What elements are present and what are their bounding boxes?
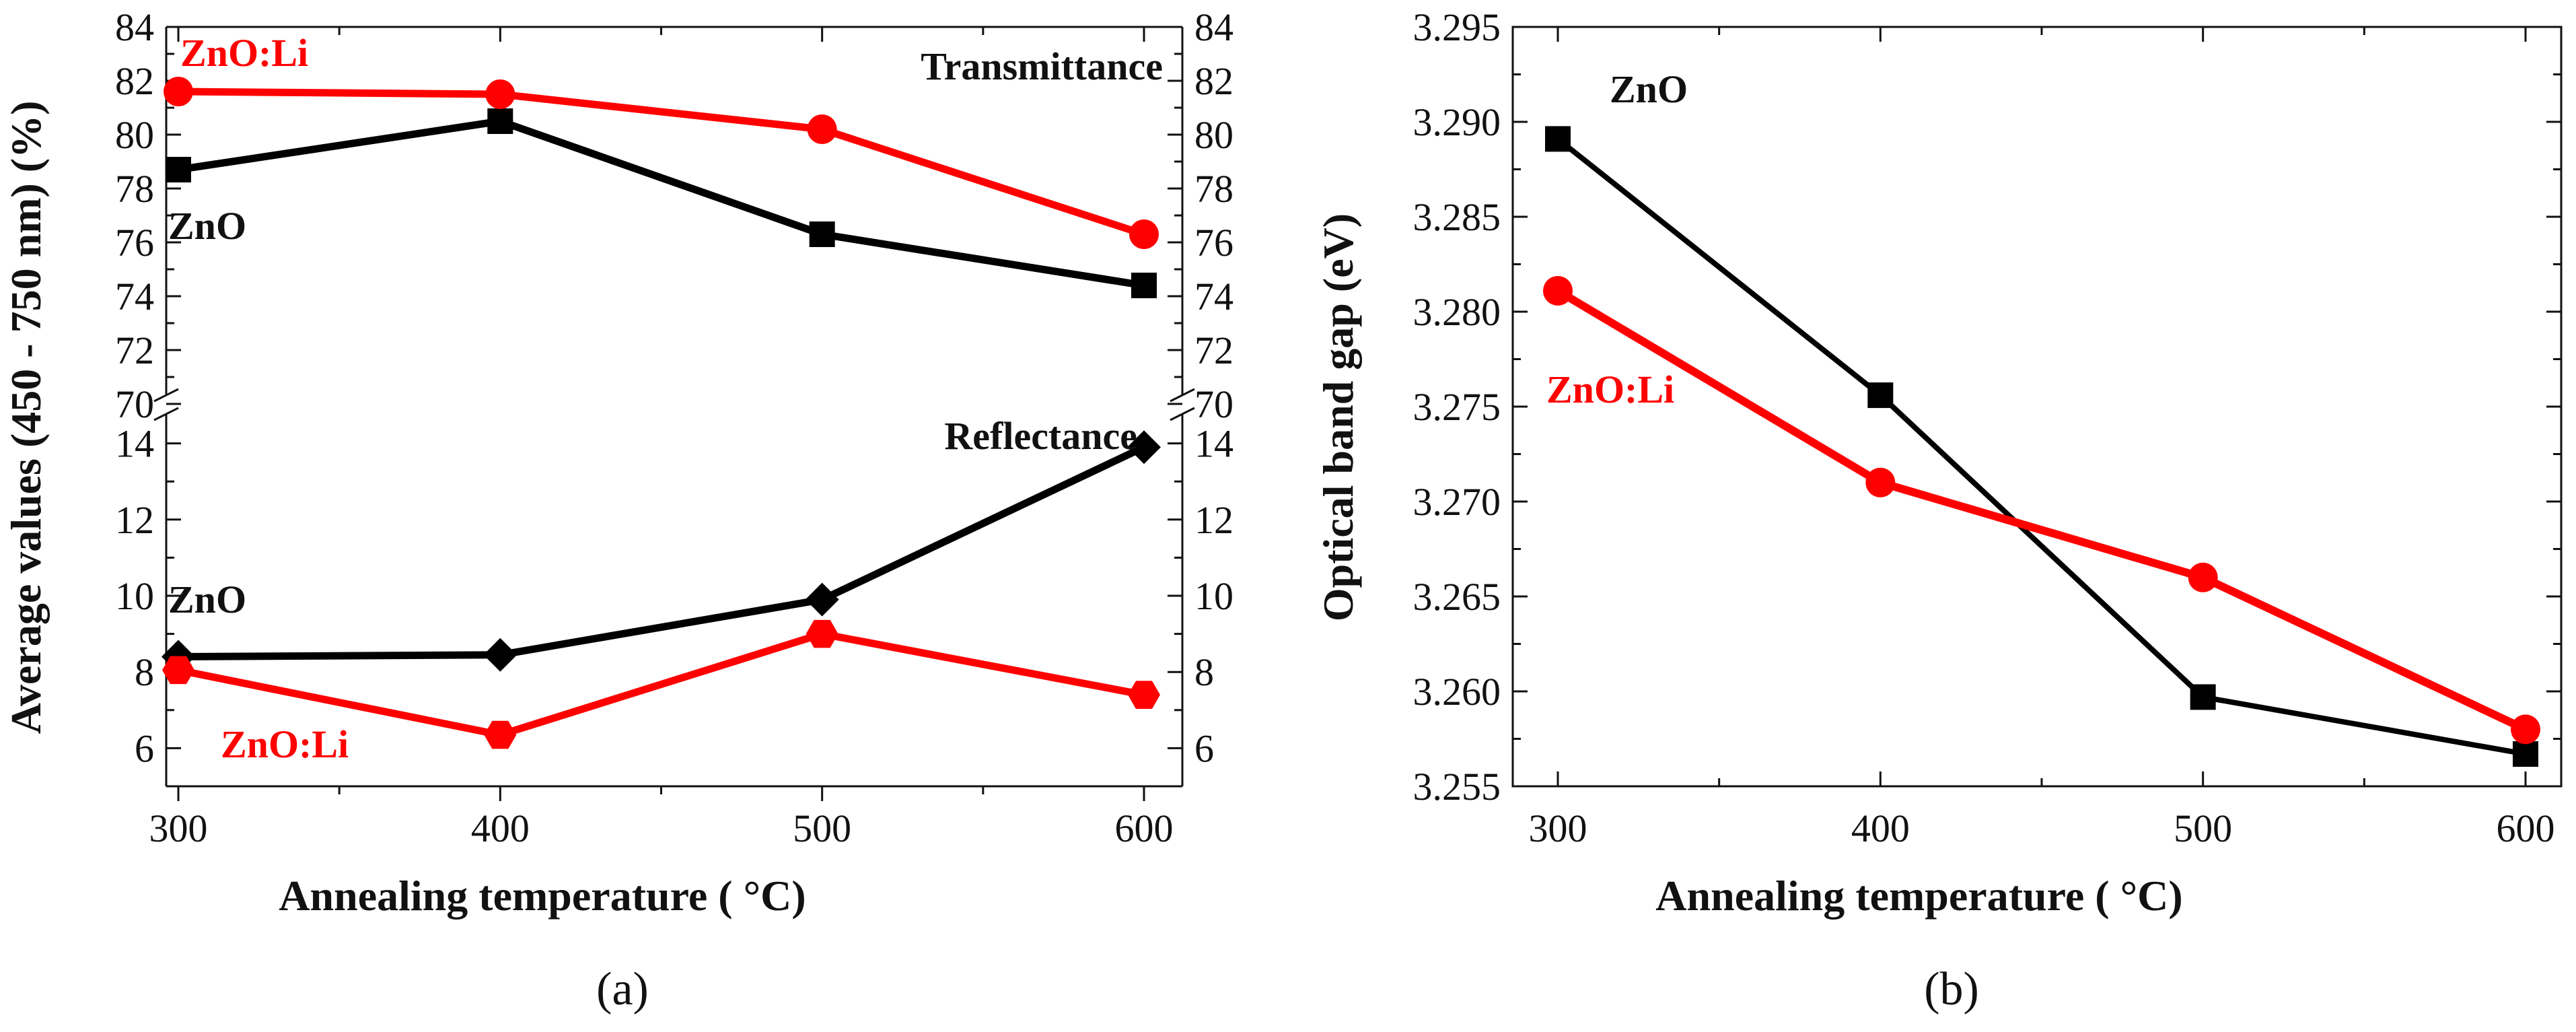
y-tick-label-left: 70 xyxy=(115,382,154,426)
panel-a-x-axis-title: Annealing temperature ( °C) xyxy=(279,872,806,920)
panel-a-chart: 70 70 72 72 74 74 76 76 78 78 80 80 82 82 84 84 6 6 8 8 10 10… xyxy=(2,5,1233,1015)
bandgap-zno-point xyxy=(1867,382,1894,409)
reflectance-label: Reflectance xyxy=(944,414,1137,458)
x-tick-label: 600 xyxy=(1115,806,1174,850)
y-tick-label-left: 74 xyxy=(115,275,154,318)
axis-break-mark xyxy=(153,407,179,421)
y-tick-label: 3.260 xyxy=(1413,670,1501,714)
panel-b-chart: 3.255 3.260 3.265 3.270 3.275 3.280 3.285 3.290… xyxy=(1314,5,2563,1015)
panel-a-y-axis-title: Average values (450 - 750 nm) (%) xyxy=(2,101,50,734)
bandgap-zno-label: ZnO xyxy=(1610,67,1688,111)
transmittance-label: Transmittance xyxy=(921,44,1163,88)
y-tick-label-left: 78 xyxy=(115,167,154,211)
reflectance-zno-line xyxy=(178,444,1146,661)
reflectance-zno-point xyxy=(1127,430,1161,465)
y-tick-label: 3.270 xyxy=(1413,480,1501,524)
bandgap-zno-point xyxy=(1545,126,1571,152)
y-tick-label-left: 76 xyxy=(115,221,154,265)
panel-b-x-axis-title: Annealing temperature ( °C) xyxy=(1655,872,2182,920)
transmittance-znoli-line xyxy=(178,88,1145,238)
transmittance-zno-point xyxy=(166,157,191,182)
panel-b-caption: (b) xyxy=(1924,963,1979,1015)
bandgap-zno-point xyxy=(2513,741,2538,767)
y-tick-label: 3.275 xyxy=(1413,385,1501,429)
reflectance-znoli-line xyxy=(177,630,1145,739)
transmittance-zno-line xyxy=(178,117,1145,289)
bandgap-znoli-point xyxy=(1543,275,1573,306)
reflectance-znoli-label: ZnO:Li xyxy=(221,722,349,766)
y-tick-label-right: 14 xyxy=(1194,422,1233,466)
transmittance-zno-point xyxy=(1131,273,1157,298)
panel-b-y-axis-title: Optical band gap (eV) xyxy=(1314,213,1362,621)
reflectance-znoli-point xyxy=(1128,681,1160,709)
x-tick-label: 300 xyxy=(1529,806,1587,850)
transmittance-znoli-point xyxy=(807,114,837,144)
x-tick-label: 600 xyxy=(2497,806,2555,850)
transmittance-zno-point xyxy=(487,108,513,134)
panel-a-caption: (a) xyxy=(596,963,649,1015)
bandgap-znoli-label: ZnO:Li xyxy=(1546,368,1674,411)
y-tick-label-left: 6 xyxy=(135,726,154,770)
y-tick-label-left: 8 xyxy=(135,650,154,694)
y-tick-label-right: 76 xyxy=(1194,221,1233,265)
y-tick-label-left: 12 xyxy=(115,498,154,542)
y-tick-label: 3.280 xyxy=(1413,290,1501,334)
reflectance-znoli-point xyxy=(484,720,517,749)
axis-break-mark xyxy=(153,388,179,403)
y-tick-label-right: 72 xyxy=(1194,329,1233,372)
y-tick-label-left: 14 xyxy=(115,422,154,466)
bandgap-zno-line xyxy=(1556,137,2526,757)
y-tick-label-right: 8 xyxy=(1194,650,1214,694)
y-tick-label-right: 10 xyxy=(1194,574,1233,618)
y-tick-label-left: 82 xyxy=(115,59,154,103)
bandgap-znoli-point xyxy=(2511,714,2540,745)
bandgap-znoli-point xyxy=(2188,562,2218,592)
y-tick-label-right: 74 xyxy=(1194,275,1233,318)
y-tick-label: 3.290 xyxy=(1413,100,1501,144)
y-tick-label: 3.285 xyxy=(1413,195,1501,239)
axis-break-mark xyxy=(1170,407,1195,421)
y-tick-label-left: 80 xyxy=(115,113,154,157)
y-tick-label-right: 78 xyxy=(1194,167,1233,211)
x-tick-label: 500 xyxy=(2174,806,2232,850)
reflectance-zno-point xyxy=(805,582,839,617)
transmittance-zno-label: ZnO xyxy=(168,204,246,248)
y-tick-label-right: 80 xyxy=(1194,113,1233,157)
y-tick-label-left: 10 xyxy=(115,574,154,618)
reflectance-znoli-point xyxy=(162,656,194,685)
y-tick-label-left: 72 xyxy=(115,329,154,372)
y-tick-label-right: 82 xyxy=(1194,59,1233,103)
transmittance-znoli-point xyxy=(1129,219,1159,249)
reflectance-znoli-point xyxy=(806,619,838,648)
axis-break-mark xyxy=(1170,388,1195,403)
transmittance-znoli-point xyxy=(164,77,193,106)
transmittance-zno-point xyxy=(809,221,835,247)
x-tick-label: 400 xyxy=(471,806,530,850)
y-tick-label: 3.255 xyxy=(1413,765,1501,809)
bandgap-zno-point xyxy=(2190,684,2216,710)
x-tick-label: 300 xyxy=(149,806,208,850)
y-tick-label-right: 84 xyxy=(1194,5,1233,49)
x-tick-label: 500 xyxy=(793,806,851,850)
y-tick-label: 3.265 xyxy=(1413,575,1501,619)
bandgap-znoli-line xyxy=(1555,287,2528,733)
transmittance-znoli-label: ZnO:Li xyxy=(180,31,308,75)
reflectance-zno-label: ZnO xyxy=(168,578,246,621)
y-tick-label: 3.295 xyxy=(1413,5,1501,49)
transmittance-znoli-point xyxy=(485,79,515,109)
x-tick-label: 400 xyxy=(1851,806,1910,850)
y-tick-label-right: 6 xyxy=(1194,726,1214,770)
reflectance-zno-point xyxy=(483,638,517,672)
bandgap-znoli-point xyxy=(1865,467,1896,497)
y-tick-label-right: 70 xyxy=(1194,382,1233,426)
y-tick-label-right: 12 xyxy=(1194,498,1233,542)
y-tick-label-left: 84 xyxy=(115,5,154,49)
